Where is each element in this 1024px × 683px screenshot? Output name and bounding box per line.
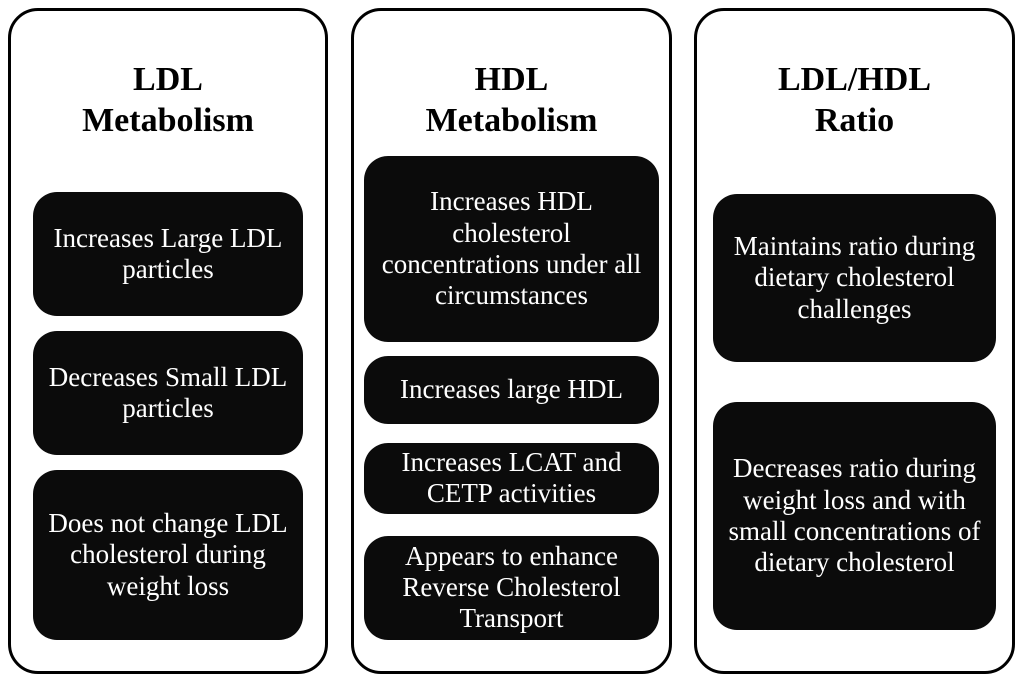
info-box-ldl-cholesterol-weight-loss: Does not change LDL cholesterol during w… — [33, 469, 303, 640]
panel-title-hdl-metabolism: HDL Metabolism — [425, 61, 598, 140]
panel-ldl-metabolism: LDL Metabolism Increases Large LDL parti… — [8, 8, 328, 674]
info-box-lcat-cetp: Increases LCAT and CETP activities — [364, 442, 659, 514]
info-box-text: Increases Large LDL particles — [53, 222, 283, 284]
info-box-text: Increases large HDL — [400, 374, 623, 405]
panel-title-ldl-metabolism: LDL Metabolism — [82, 61, 254, 140]
info-box-text: Does not change LDL cholesterol during w… — [48, 507, 288, 601]
panel-title-ldl-hdl-ratio: LDL/HDL Ratio — [777, 61, 932, 140]
info-box-decreases-small-ldl: Decreases Small LDL particles — [33, 330, 303, 455]
panel-hdl-metabolism: HDL Metabolism Increases HDL cholesterol… — [351, 8, 672, 674]
info-box-text: Increases LCAT and CETP activities — [401, 446, 622, 509]
info-box-hdl-concentrations: Increases HDL cholesterol concentrations… — [364, 155, 659, 342]
info-box-text: Decreases Small LDL particles — [48, 361, 288, 423]
info-box-maintains-ratio: Maintains ratio during dietary cholester… — [713, 193, 996, 362]
info-box-decreases-ratio: Decreases ratio during weight loss and w… — [713, 401, 996, 630]
info-box-increases-large-hdl: Increases large HDL — [364, 355, 659, 424]
info-box-text: Decreases ratio during weight loss and w… — [728, 453, 981, 578]
panel-ldl-hdl-ratio: LDL/HDL Ratio Maintains ratio during die… — [694, 8, 1015, 674]
info-box-text: Appears to enhance Reverse Cholesterol T… — [402, 540, 621, 634]
info-box-increases-large-ldl: Increases Large LDL particles — [33, 191, 303, 316]
info-box-text: Maintains ratio during dietary cholester… — [733, 230, 976, 324]
info-box-text: Increases HDL cholesterol concentrations… — [381, 186, 642, 311]
info-box-reverse-cholesterol-transport: Appears to enhance Reverse Cholesterol T… — [364, 535, 659, 640]
